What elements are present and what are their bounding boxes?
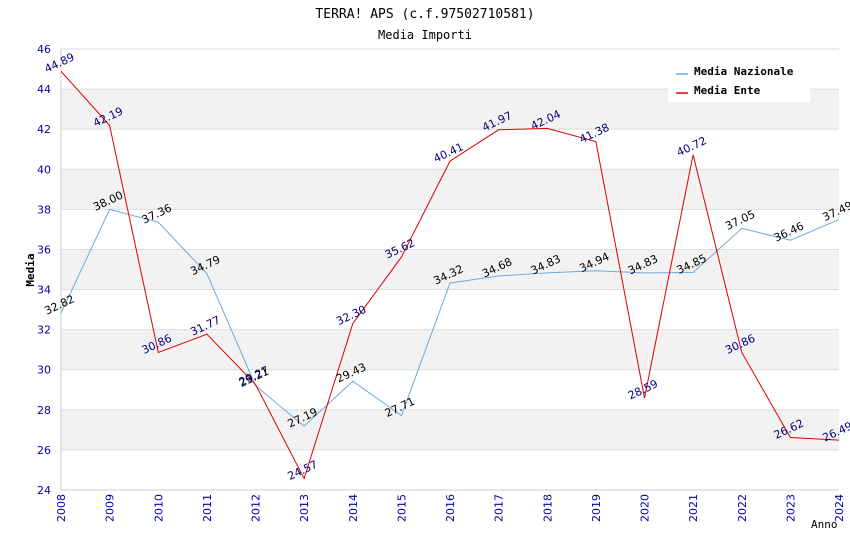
x-tick-label: 2022 — [736, 494, 749, 522]
x-tick-label: 2008 — [55, 494, 68, 522]
y-tick-label: 40 — [37, 163, 51, 176]
y-tick-label: 24 — [37, 484, 51, 497]
data-label-media-nazionale: 36.46 — [772, 220, 806, 245]
plot-band — [61, 169, 839, 210]
x-tick-label: 2014 — [347, 494, 360, 522]
legend-label-media-ente: Media Ente — [694, 84, 761, 97]
y-tick-label: 28 — [37, 404, 51, 417]
data-label-media-ente: 32.30 — [334, 303, 368, 328]
data-label-media-ente: 28.59 — [626, 377, 660, 402]
chart-title: TERRA! APS (c.f.97502710581) — [315, 7, 534, 22]
y-tick-labels: 24 26 28 30 32 34 36 38 40 42 44 46 — [37, 43, 51, 497]
legend-label-media-nazionale: Media Nazionale — [694, 65, 794, 78]
x-tick-label: 2011 — [201, 494, 214, 522]
x-tick-label: 2009 — [104, 494, 117, 522]
legend-box — [668, 60, 810, 102]
y-axis-label: Media — [24, 253, 37, 286]
chart-subtitle: Media Importi — [378, 28, 472, 42]
x-tick-label: 2024 — [833, 494, 846, 522]
data-label-media-nazionale: 37.05 — [723, 208, 757, 233]
data-label-media-ente: 24.57 — [286, 458, 320, 483]
series-line-media-nazionale — [60, 208, 840, 427]
x-tick-label: 2016 — [444, 494, 457, 522]
series-line-media-ente — [60, 70, 840, 480]
plot-bands — [61, 89, 839, 450]
y-tick-label: 30 — [37, 364, 51, 377]
x-tick-label: 2019 — [590, 494, 603, 522]
y-tick-label: 44 — [37, 83, 51, 96]
x-tick-label: 2012 — [250, 494, 263, 522]
y-tick-label: 46 — [37, 43, 51, 56]
x-axis-label: Anno — [811, 518, 838, 531]
y-tick-label: 36 — [37, 243, 51, 256]
x-tick-labels: 2008 2009 2010 2011 2012 2013 2014 2015 2016 2017… — [55, 494, 846, 522]
data-label-media-ente: 40.41 — [431, 140, 465, 165]
x-tick-label: 2010 — [152, 494, 165, 522]
y-tick-label: 34 — [37, 284, 51, 297]
legend: Media Nazionale Media Ente — [668, 60, 810, 102]
x-tick-label: 2021 — [687, 494, 700, 522]
y-tick-label: 42 — [37, 123, 51, 136]
y-tick-label: 32 — [37, 324, 51, 337]
y-tick-label: 38 — [37, 203, 51, 216]
plot-band — [61, 329, 839, 370]
data-label-media-ente: 40.72 — [675, 134, 709, 159]
x-tick-label: 2018 — [541, 494, 554, 522]
x-tick-label: 2015 — [395, 494, 408, 522]
series-lines — [60, 70, 840, 480]
x-tick-label: 2013 — [298, 494, 311, 522]
x-tick-label: 2020 — [639, 494, 652, 522]
x-tick-label: 2017 — [493, 494, 506, 522]
plot-band — [61, 409, 839, 450]
grid-lines — [61, 48, 839, 491]
y-tick-label: 26 — [37, 444, 51, 457]
x-tick-label: 2023 — [784, 494, 797, 522]
